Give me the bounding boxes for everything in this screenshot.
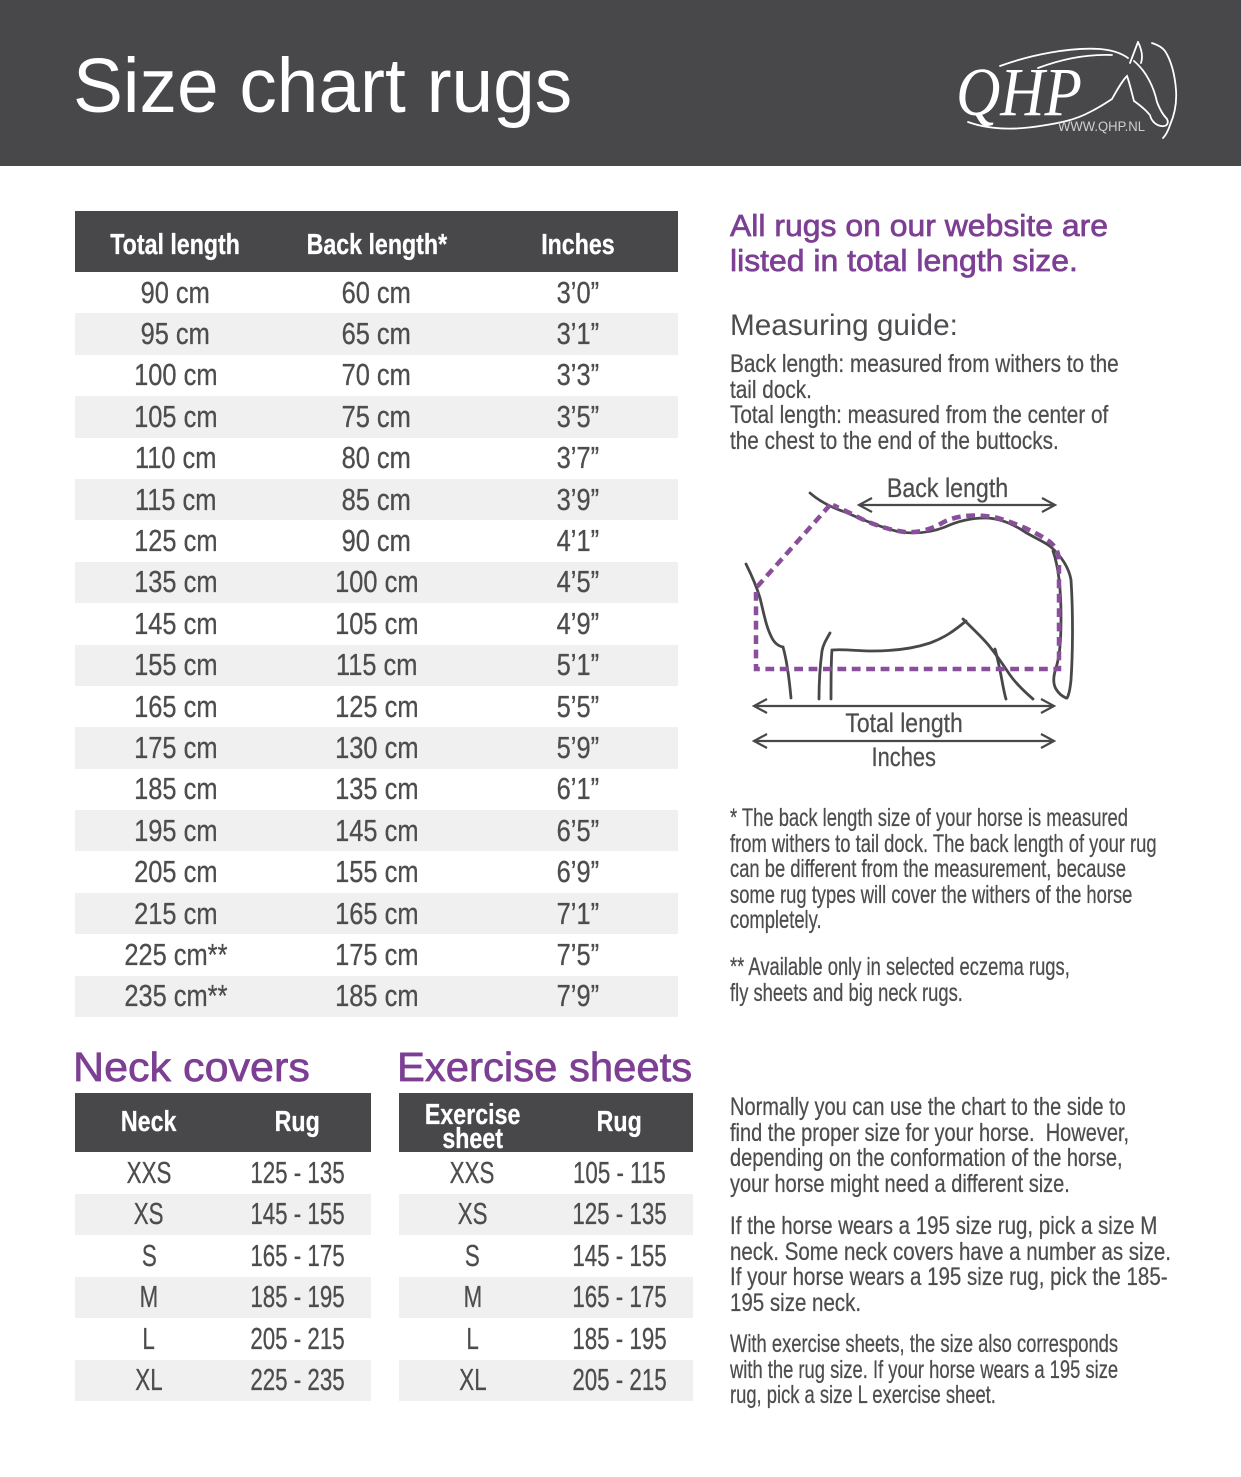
svg-text:QHP: QHP: [956, 54, 1082, 130]
svg-text:WWW.QHP.NL: WWW.QHP.NL: [1058, 119, 1145, 134]
